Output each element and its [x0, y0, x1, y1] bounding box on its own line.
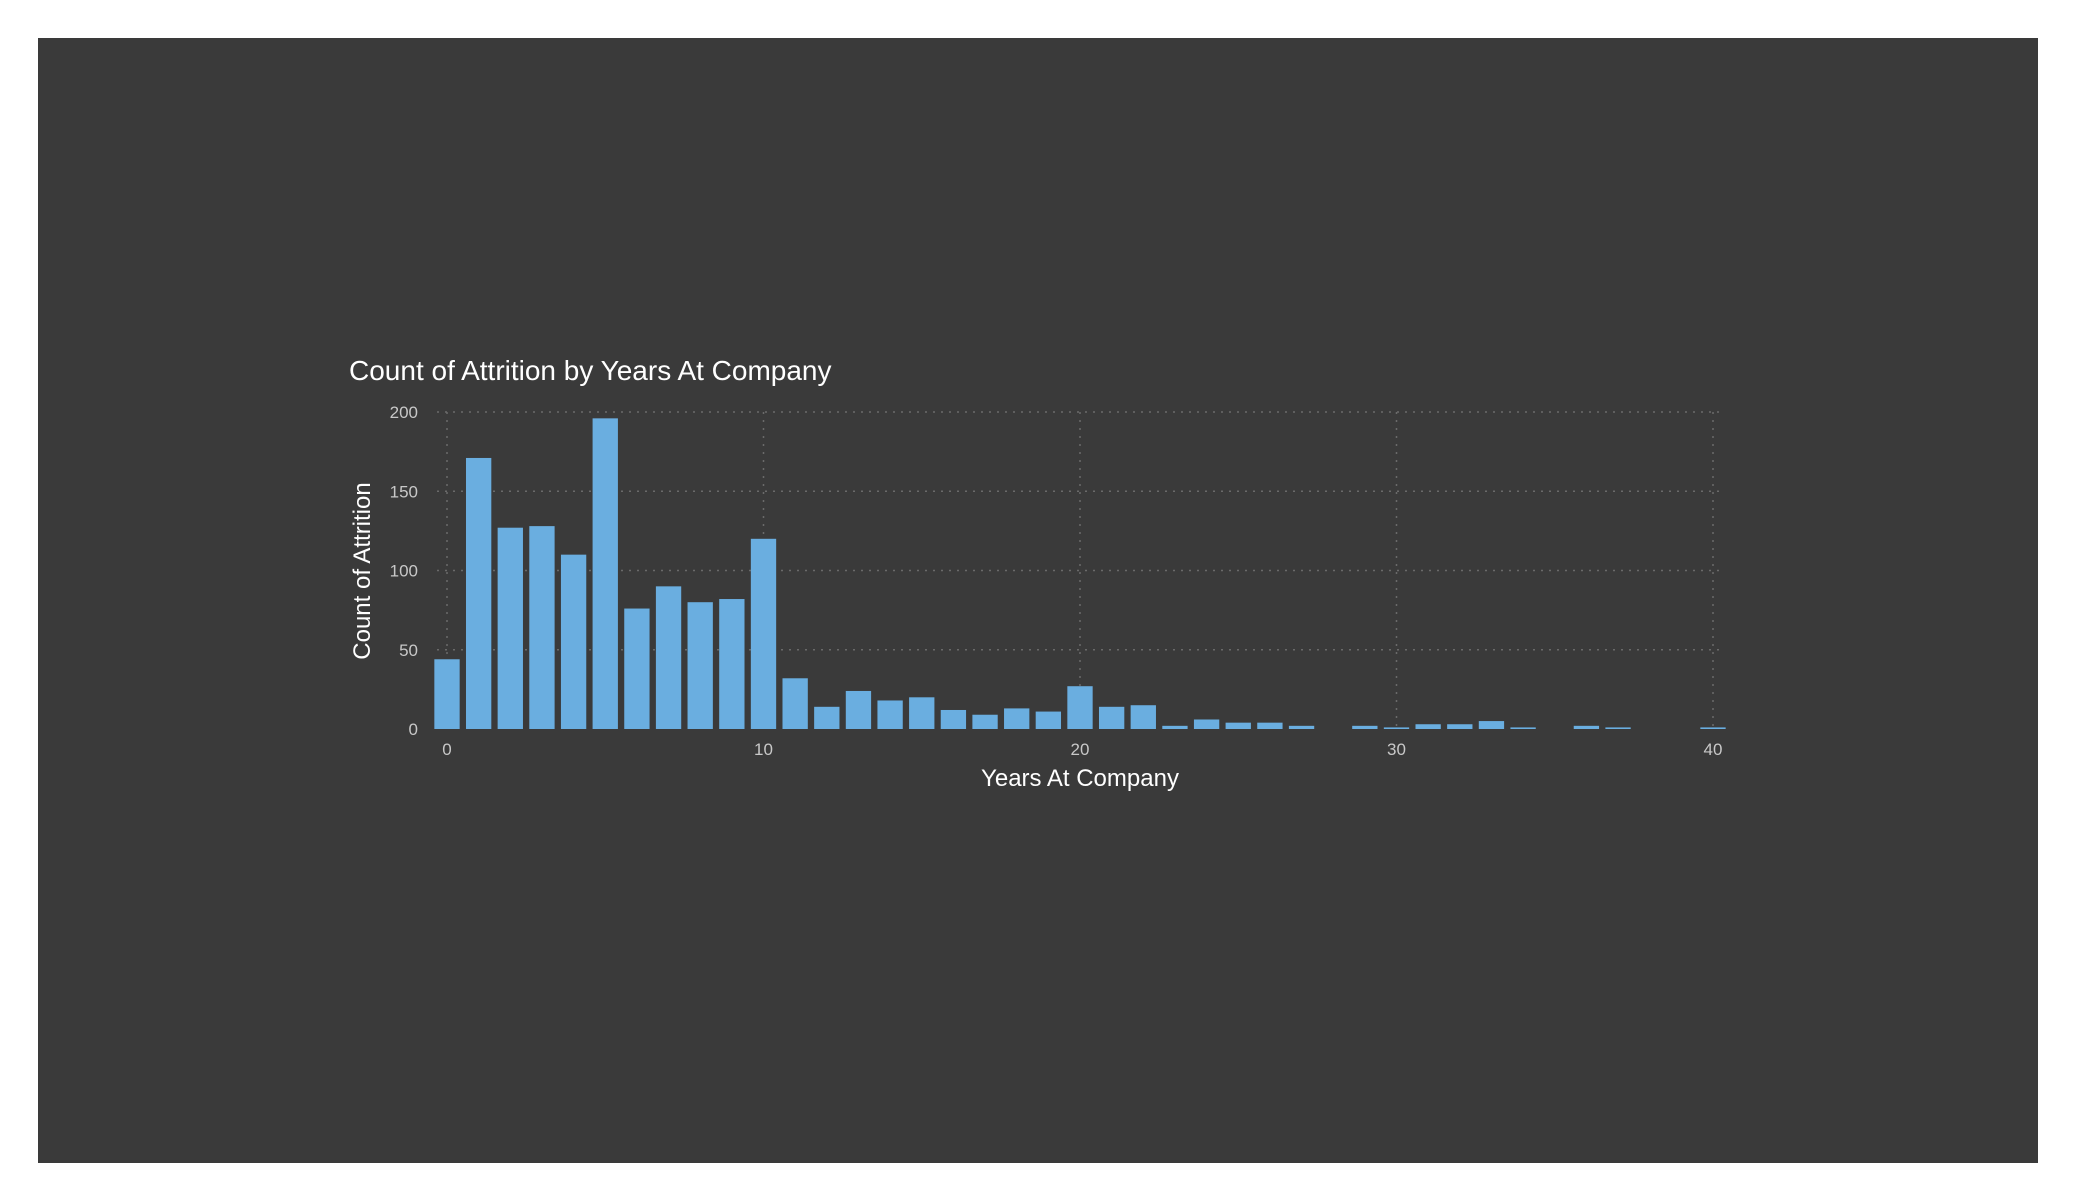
- bar: [1067, 686, 1093, 729]
- y-tick-label: 0: [409, 720, 418, 739]
- x-tick-label: 0: [442, 740, 451, 759]
- bar: [814, 706, 840, 729]
- y-axis-title: Count of Attrition: [349, 482, 376, 659]
- chart-background: [38, 38, 2038, 1163]
- bar: [687, 602, 713, 729]
- bar: [877, 700, 903, 729]
- bar: [1605, 727, 1631, 729]
- bar: [1004, 708, 1030, 729]
- bar: [560, 554, 587, 729]
- bar: [1193, 719, 1220, 729]
- x-tick-label: 20: [1071, 740, 1090, 759]
- y-tick-label: 50: [399, 641, 418, 660]
- bar: [1098, 706, 1125, 729]
- bar: [1130, 705, 1156, 729]
- bar: [719, 599, 745, 729]
- y-tick-label: 150: [390, 482, 418, 501]
- bar: [1035, 711, 1062, 729]
- bar: [1288, 725, 1315, 729]
- bar: [655, 586, 682, 729]
- bar: [972, 714, 998, 729]
- bar: [1478, 721, 1505, 729]
- bar: [909, 697, 935, 729]
- chart-title: Count of Attrition by Years At Company: [349, 355, 832, 386]
- x-axis-ticks: 0 10 20 30 40: [442, 740, 1722, 759]
- bar: [940, 709, 967, 729]
- bar: [750, 538, 777, 729]
- bars: [434, 418, 1726, 729]
- x-tick-label: 30: [1387, 740, 1406, 759]
- bar: [782, 678, 808, 729]
- bar: [592, 418, 618, 729]
- bar: [1510, 727, 1536, 729]
- bar: [1700, 727, 1726, 729]
- y-tick-label: 100: [390, 562, 418, 581]
- y-tick-label: 200: [390, 403, 418, 422]
- bar: [1383, 727, 1410, 729]
- bar: [1257, 722, 1283, 729]
- bar: [1162, 725, 1188, 729]
- x-axis-title: Years At Company: [981, 765, 1179, 792]
- bar: [1225, 722, 1251, 729]
- bar: [1447, 724, 1473, 729]
- bar: [1573, 725, 1600, 729]
- bar: [497, 527, 523, 729]
- bar: [529, 526, 555, 729]
- x-tick-label: 10: [754, 740, 773, 759]
- bar: [465, 457, 492, 729]
- y-axis-ticks: 0 50 100 150 200: [390, 403, 418, 739]
- bar: [434, 659, 460, 729]
- x-tick-label: 40: [1704, 740, 1723, 759]
- bar: [1352, 725, 1378, 729]
- bar: [1415, 724, 1441, 729]
- bar: [845, 690, 872, 729]
- bar: [624, 608, 650, 729]
